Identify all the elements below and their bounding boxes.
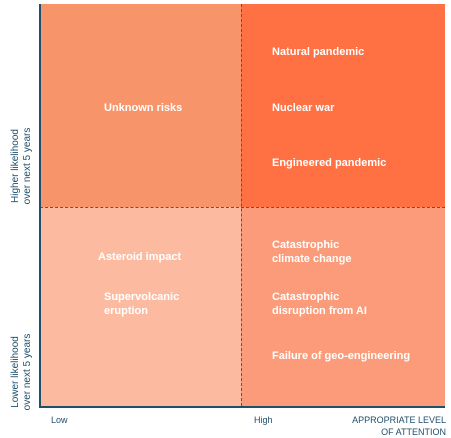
- x-axis-label-high: High: [254, 415, 273, 425]
- risk-nuclear-war: Nuclear war: [272, 102, 335, 114]
- risk-supervolcanic-eruption: Supervolcanic eruption: [104, 291, 180, 317]
- horizontal-divider: [40, 207, 445, 208]
- risk-natural-pandemic: Natural pandemic: [272, 46, 365, 58]
- risk-failure-of-geo-engineering: Failure of geo-engineering: [272, 350, 411, 362]
- x-axis-title: APPROPRIATE LEVEL OF ATTENTION: [352, 415, 446, 437]
- y-axis-label-low: Lower likelihood over next 5 years: [10, 333, 33, 411]
- risk-asteroid-impact: Asteroid impact: [98, 251, 182, 263]
- quadrant-high-likelihood-high-attention: [241, 4, 445, 207]
- risk-matrix: [39, 4, 445, 407]
- x-axis-line: [39, 406, 445, 408]
- risk-unknown-risks: Unknown risks: [104, 102, 183, 114]
- quadrant-low-likelihood-high-attention: [241, 207, 445, 407]
- y-axis-label-high: Higher likelihood over next 5 years: [10, 127, 33, 205]
- risk-catastrophic-disruption-from-ai: Catastrophic disruption from AI: [272, 291, 367, 317]
- quadrant-high-likelihood-low-attention: [39, 4, 241, 207]
- y-axis-line: [39, 4, 41, 407]
- quadrant-low-likelihood-low-attention: [39, 207, 241, 407]
- x-axis-label-low: Low: [51, 415, 68, 425]
- risk-catastrophic-climate-change: Catastrophic climate change: [272, 239, 352, 265]
- risk-engineered-pandemic: Engineered pandemic: [272, 157, 387, 169]
- vertical-divider: [241, 4, 242, 406]
